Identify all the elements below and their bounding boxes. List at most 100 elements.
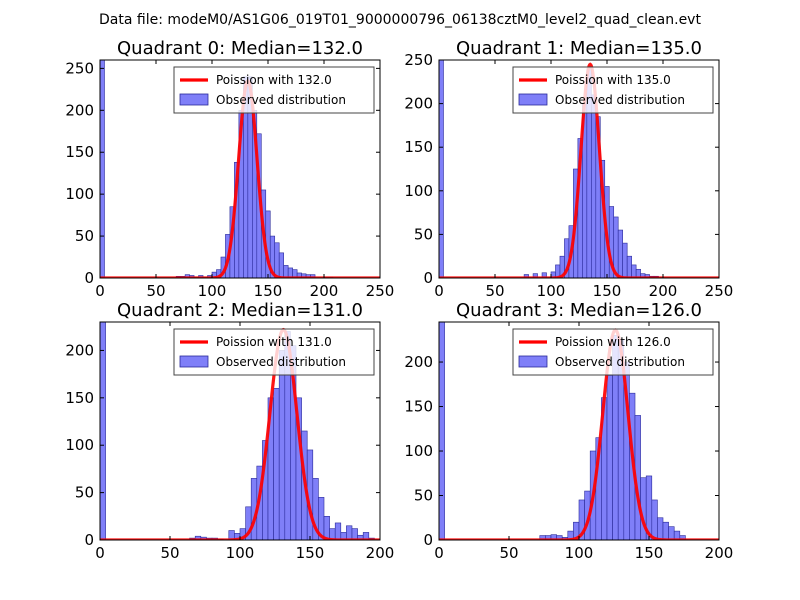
y-tick-label: 50 [414, 225, 433, 243]
x-tick-label: 50 [485, 282, 504, 300]
y-tick-label: 0 [423, 531, 433, 549]
histogram-bar [532, 273, 538, 278]
histogram-bar [662, 521, 669, 540]
legend-label-poisson: Poission with 126.0 [555, 335, 671, 349]
y-tick-label: 200 [65, 101, 94, 119]
y-tick-label: 250 [65, 59, 94, 77]
histogram-bar [439, 322, 445, 540]
x-tick-label: 100 [565, 544, 594, 562]
y-tick-label: 200 [404, 353, 433, 371]
x-tick-label: 50 [160, 544, 179, 562]
histogram-bar [283, 265, 289, 278]
x-tick-label: 150 [296, 544, 325, 562]
y-tick-label: 250 [404, 51, 433, 69]
histogram-bar [617, 229, 623, 278]
histogram-bar [631, 264, 637, 278]
legend-bar-swatch [179, 93, 209, 106]
legend-label-observed: Observed distribution [216, 93, 346, 107]
x-tick-label: 100 [537, 282, 566, 300]
panel-title: Quadrant 0: Median=132.0 [117, 38, 363, 59]
poisson-line [100, 79, 380, 278]
legend: Poission with 132.0 Observed distribution [173, 66, 375, 114]
y-tick-label: 100 [404, 182, 433, 200]
x-tick-label: 150 [254, 282, 283, 300]
poisson-line [439, 62, 719, 278]
legend-label-poisson: Poission with 132.0 [216, 73, 332, 87]
histogram-bar [541, 272, 547, 278]
histogram-bar [439, 60, 444, 278]
histogram-bar [100, 60, 105, 278]
panel-title: Quadrant 3: Median=126.0 [456, 300, 702, 321]
x-tick-label: 200 [310, 282, 339, 300]
axes-frame [99, 59, 381, 279]
x-tick-label: 50 [499, 544, 518, 562]
histogram-bar [334, 522, 342, 540]
x-tick-label: 150 [593, 282, 622, 300]
histogram-bar [273, 388, 280, 540]
legend-bar-swatch [179, 355, 209, 368]
histogram-bar [679, 535, 686, 540]
legend-label-observed: Observed distribution [555, 93, 685, 107]
legend: Poission with 135.0 Observed distribution [512, 66, 714, 114]
y-tick-label: 50 [414, 487, 433, 505]
legend: Poission with 131.0 Observed distribution [173, 328, 375, 376]
histogram-bar [626, 255, 632, 278]
y-tick-label: 100 [65, 185, 94, 203]
histogram-bar [668, 526, 675, 540]
histogram-bar [606, 375, 613, 540]
x-tick-label: 0 [95, 282, 105, 300]
x-tick-label: 0 [434, 282, 444, 300]
x-tick-label: 100 [226, 544, 255, 562]
x-tick-label: 250 [366, 282, 395, 300]
y-tick-label: 0 [423, 269, 433, 287]
panel-quadrant-1: 0 50 100 150 200 250 0 50 100 150 200 250 Quadrant 1… [404, 38, 733, 300]
y-tick-label: 0 [84, 269, 94, 287]
x-tick-label: 200 [649, 282, 678, 300]
y-tick-label: 0 [84, 531, 94, 549]
panel-title: Quadrant 1: Median=135.0 [456, 38, 702, 59]
histogram-bar [100, 322, 106, 540]
histogram-bar [651, 499, 658, 540]
y-tick-label: 150 [404, 398, 433, 416]
y-tick-label: 100 [404, 442, 433, 460]
y-tick-label: 200 [65, 341, 94, 359]
histogram-bar [278, 252, 284, 278]
x-tick-label: 200 [705, 544, 734, 562]
legend: Poission with 126.0 Observed distribution [512, 328, 714, 376]
x-tick-label: 250 [705, 282, 734, 300]
legend-label-poisson: Poission with 131.0 [216, 335, 332, 349]
y-tick-label: 150 [65, 389, 94, 407]
x-tick-label: 150 [635, 544, 664, 562]
histogram-bar [622, 242, 628, 278]
histogram-bar [591, 94, 597, 278]
legend-label-observed: Observed distribution [555, 355, 685, 369]
panel-quadrant-3: 0 50 100 150 200 0 50 100 150 200 Quadrant 3: Medi… [404, 300, 733, 562]
histogram-bar [362, 532, 370, 540]
histogram-bar [346, 525, 353, 540]
legend-label-poisson: Poission with 135.0 [555, 73, 671, 87]
histogram-bar [657, 517, 664, 540]
histogram-bar [278, 350, 286, 540]
legend-bar-swatch [518, 355, 548, 368]
histogram-bar [351, 528, 358, 540]
y-tick-label: 100 [65, 436, 94, 454]
panel-quadrant-0: 0 50 100 150 200 250 0 50 100 150 200 250 Quadrant 0… [65, 38, 394, 300]
x-tick-label: 50 [146, 282, 165, 300]
histogram-bars [100, 322, 375, 540]
panel-quadrant-2: 0 50 100 150 200 0 50 100 150 200 Quadrant 2: Medi… [65, 300, 394, 562]
y-tick-label: 200 [404, 95, 433, 113]
histogram-bar [274, 242, 280, 278]
axes-frame [438, 59, 720, 279]
y-tick-label: 150 [404, 138, 433, 156]
y-tick-label: 150 [65, 143, 94, 161]
y-tick-label: 50 [75, 484, 94, 502]
y-tick-label: 50 [75, 227, 94, 245]
legend-bar-swatch [518, 93, 548, 106]
x-tick-label: 0 [434, 544, 444, 562]
figure-suptitle: Data file: modeM0/AS1G06_019T01_90000007… [99, 12, 701, 28]
x-tick-label: 0 [95, 544, 105, 562]
panel-title: Quadrant 2: Median=131.0 [117, 300, 363, 321]
x-tick-label: 100 [198, 282, 227, 300]
legend-label-observed: Observed distribution [216, 355, 346, 369]
